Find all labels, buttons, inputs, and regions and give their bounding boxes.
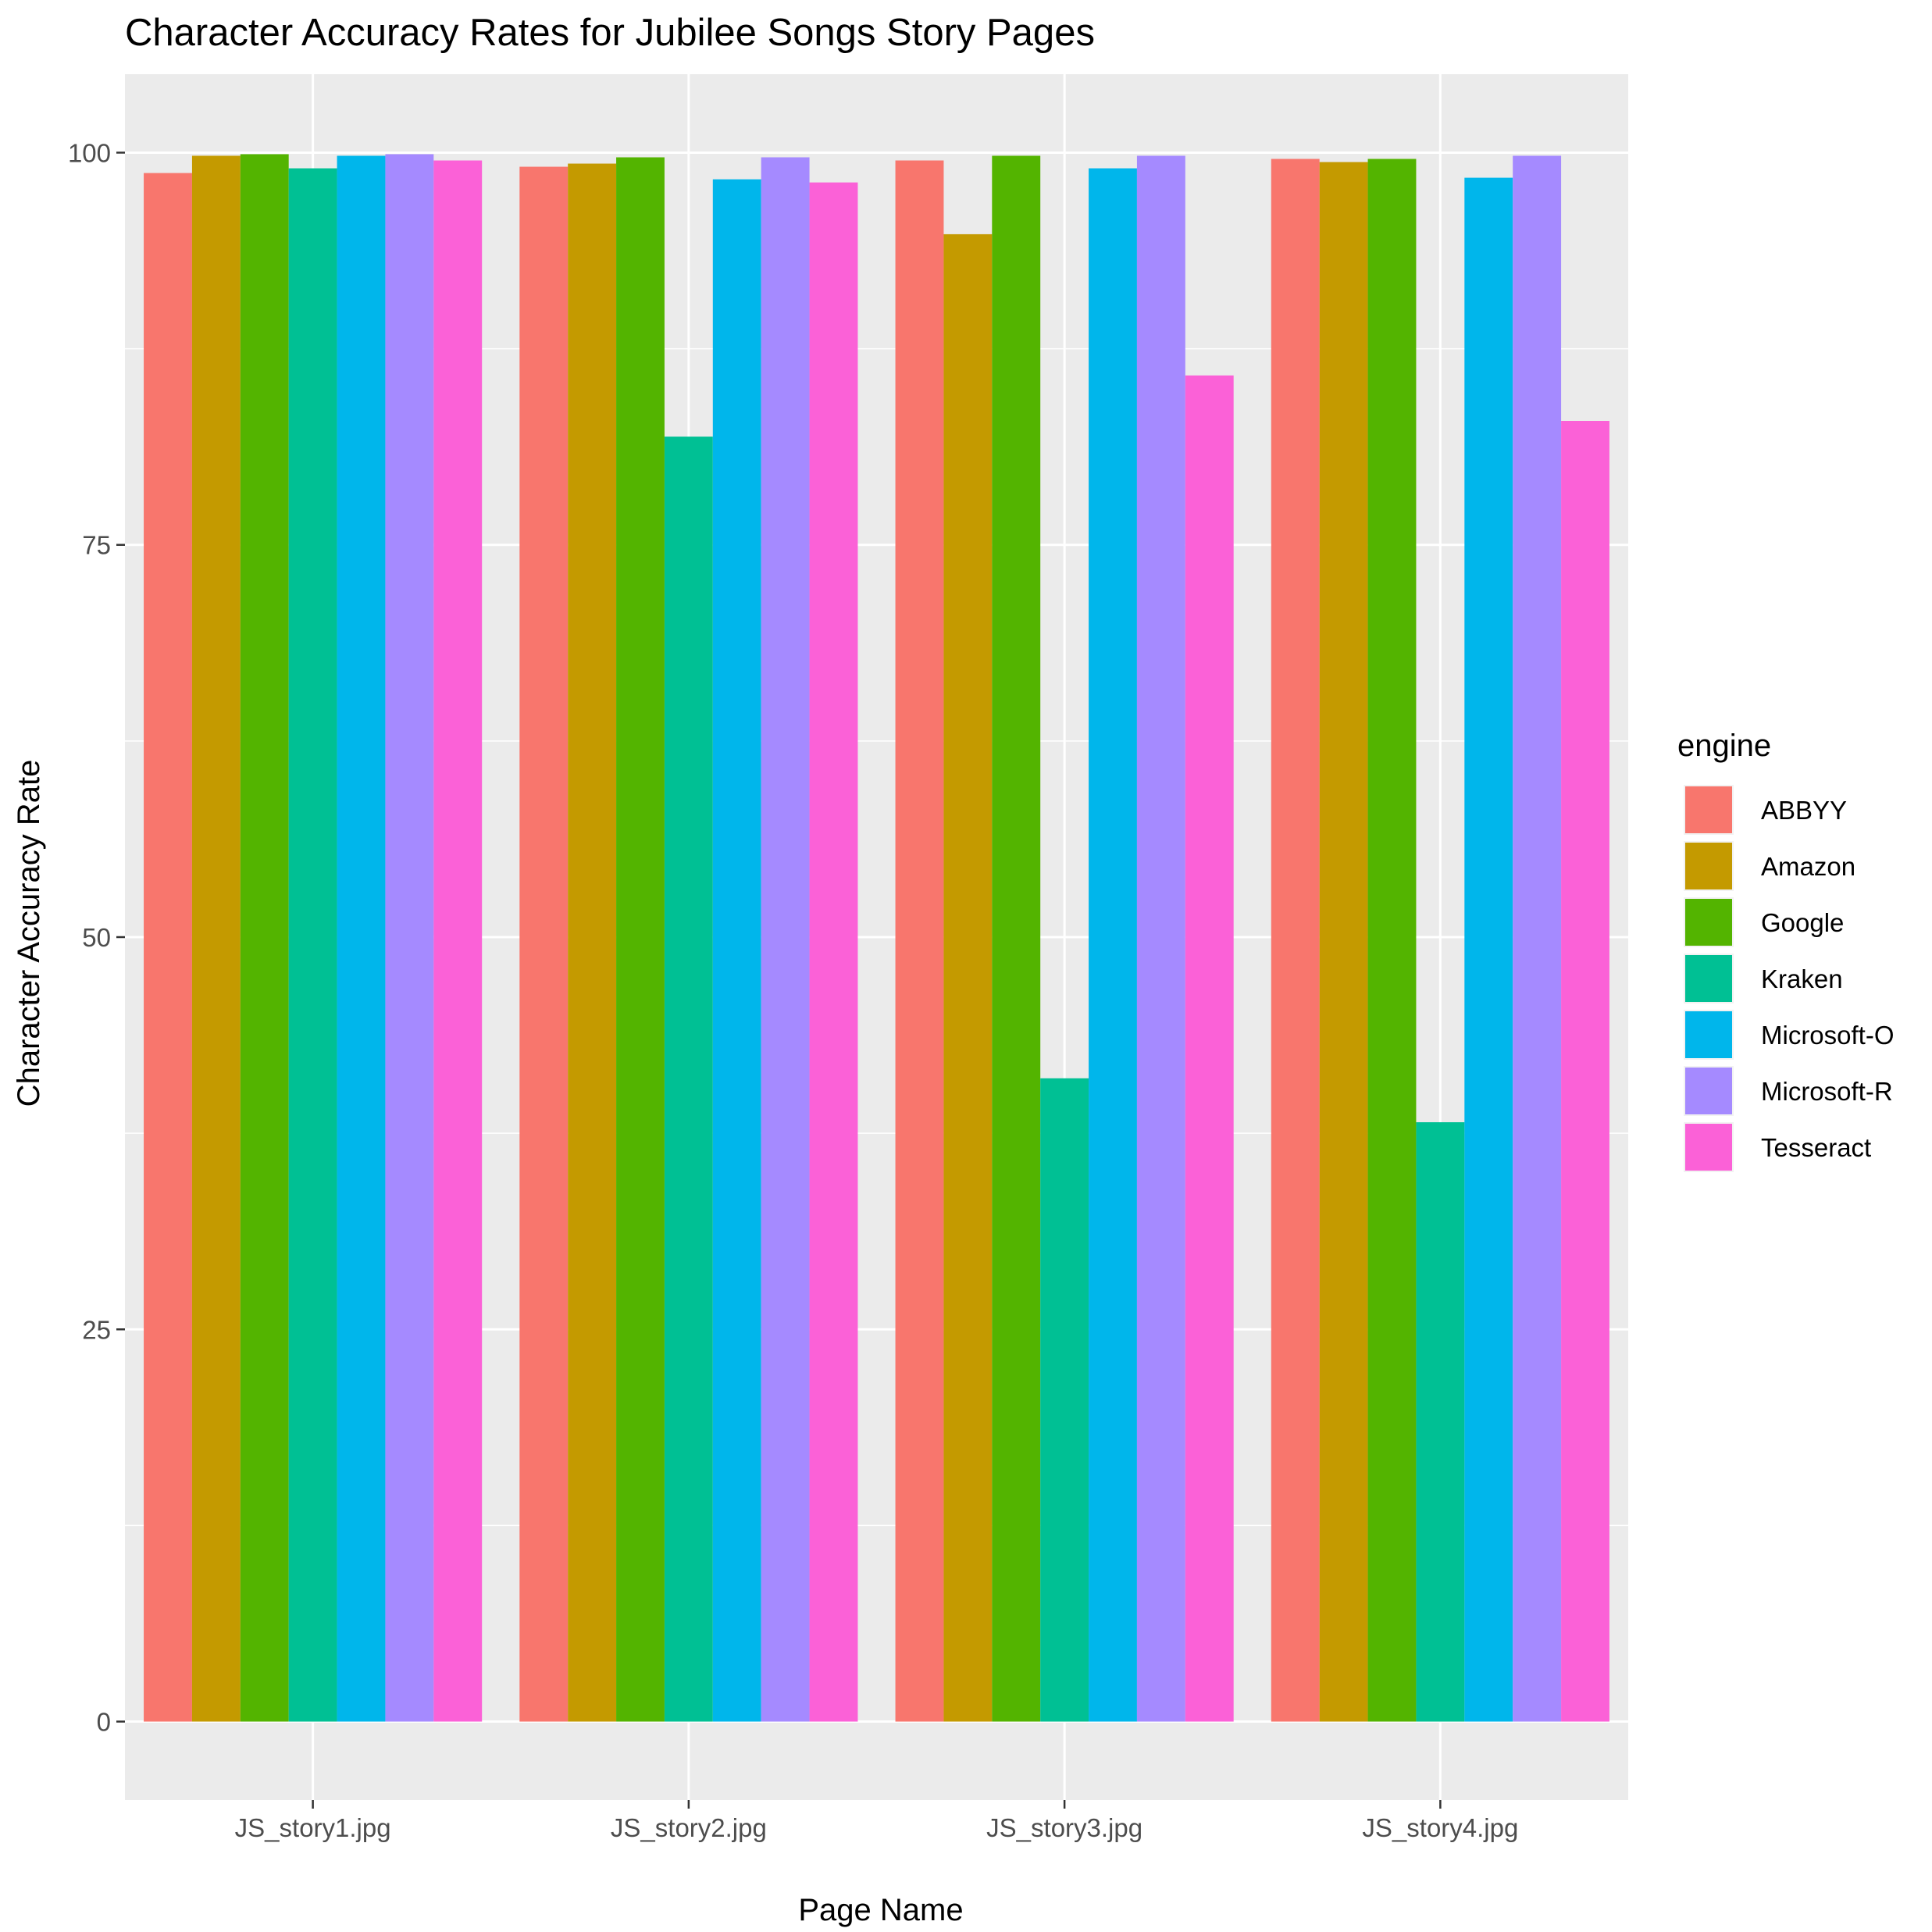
legend-label: Amazon — [1761, 852, 1855, 881]
x-axis-title: Page Name — [798, 1893, 963, 1927]
bar-amazon-4 — [1319, 162, 1368, 1722]
y-tick-label: 25 — [82, 1315, 111, 1344]
legend-label: ABBYY — [1761, 796, 1847, 825]
x-tick-label: JS_story1.jpg — [235, 1813, 391, 1842]
bar-abbyy-4 — [1271, 159, 1320, 1722]
legend-label: Microsoft-R — [1761, 1077, 1893, 1106]
y-tick-label: 75 — [82, 531, 111, 560]
bar-google-4 — [1367, 159, 1417, 1722]
bar-tesseract-2 — [809, 182, 858, 1722]
bar-microsoft-o-1 — [337, 155, 386, 1722]
x-tick-label: JS_story4.jpg — [1362, 1813, 1518, 1842]
legend-title: engine — [1677, 729, 1771, 763]
bar-kraken-1 — [288, 168, 337, 1722]
x-tick-label: JS_story3.jpg — [986, 1813, 1142, 1842]
bar-google-2 — [616, 157, 665, 1722]
bar-abbyy-3 — [895, 160, 944, 1722]
legend-label: Tesseract — [1761, 1133, 1871, 1162]
legend-swatch — [1685, 899, 1732, 946]
legend: engine ABBYY Amazon Google Kraken Microsoft-… — [1677, 729, 1895, 1172]
legend-label: Kraken — [1761, 964, 1843, 993]
bar-microsoft-r-4 — [1513, 155, 1562, 1722]
bars-group — [144, 154, 1609, 1722]
y-tick-label: 100 — [68, 138, 111, 167]
bar-amazon-2 — [568, 163, 617, 1722]
bar-amazon-3 — [943, 233, 993, 1722]
y-tick-label: 50 — [82, 923, 111, 952]
legend-swatch — [1685, 1068, 1732, 1114]
legend-swatch — [1685, 955, 1732, 1002]
legend-label: Microsoft-O — [1761, 1021, 1895, 1050]
legend-label: Google — [1761, 908, 1844, 937]
bar-kraken-4 — [1416, 1122, 1465, 1722]
bar-microsoft-o-3 — [1089, 168, 1137, 1722]
bar-kraken-2 — [664, 437, 713, 1722]
bar-abbyy-1 — [144, 173, 192, 1722]
legend-swatch — [1685, 1011, 1732, 1058]
bar-tesseract-4 — [1561, 421, 1609, 1722]
bar-microsoft-r-2 — [761, 157, 810, 1722]
bar-microsoft-r-1 — [385, 154, 434, 1722]
bar-tesseract-3 — [1185, 375, 1234, 1722]
chart-title: Character Accuracy Rates for Jubilee Son… — [125, 12, 1095, 54]
bar-microsoft-o-4 — [1464, 177, 1513, 1722]
x-tick-label: JS_story2.jpg — [611, 1813, 767, 1842]
y-axis-title: Character Accuracy Rate — [12, 760, 46, 1107]
bar-google-1 — [240, 154, 289, 1722]
bar-tesseract-1 — [433, 160, 483, 1722]
bar-kraken-3 — [1040, 1078, 1089, 1722]
legend-swatch — [1685, 786, 1732, 833]
bar-abbyy-2 — [519, 166, 569, 1722]
bar-microsoft-o-2 — [712, 179, 761, 1722]
bar-google-3 — [992, 155, 1041, 1722]
axes-group: 0 25 50 75 100 JS_story1.jpg JS_story2.jpg JS_s… — [68, 138, 1518, 1842]
y-tick-label: 0 — [97, 1708, 111, 1737]
legend-swatch — [1685, 1124, 1732, 1171]
bar-microsoft-r-3 — [1136, 155, 1185, 1722]
bar-amazon-1 — [191, 155, 241, 1722]
legend-swatch — [1685, 843, 1732, 889]
